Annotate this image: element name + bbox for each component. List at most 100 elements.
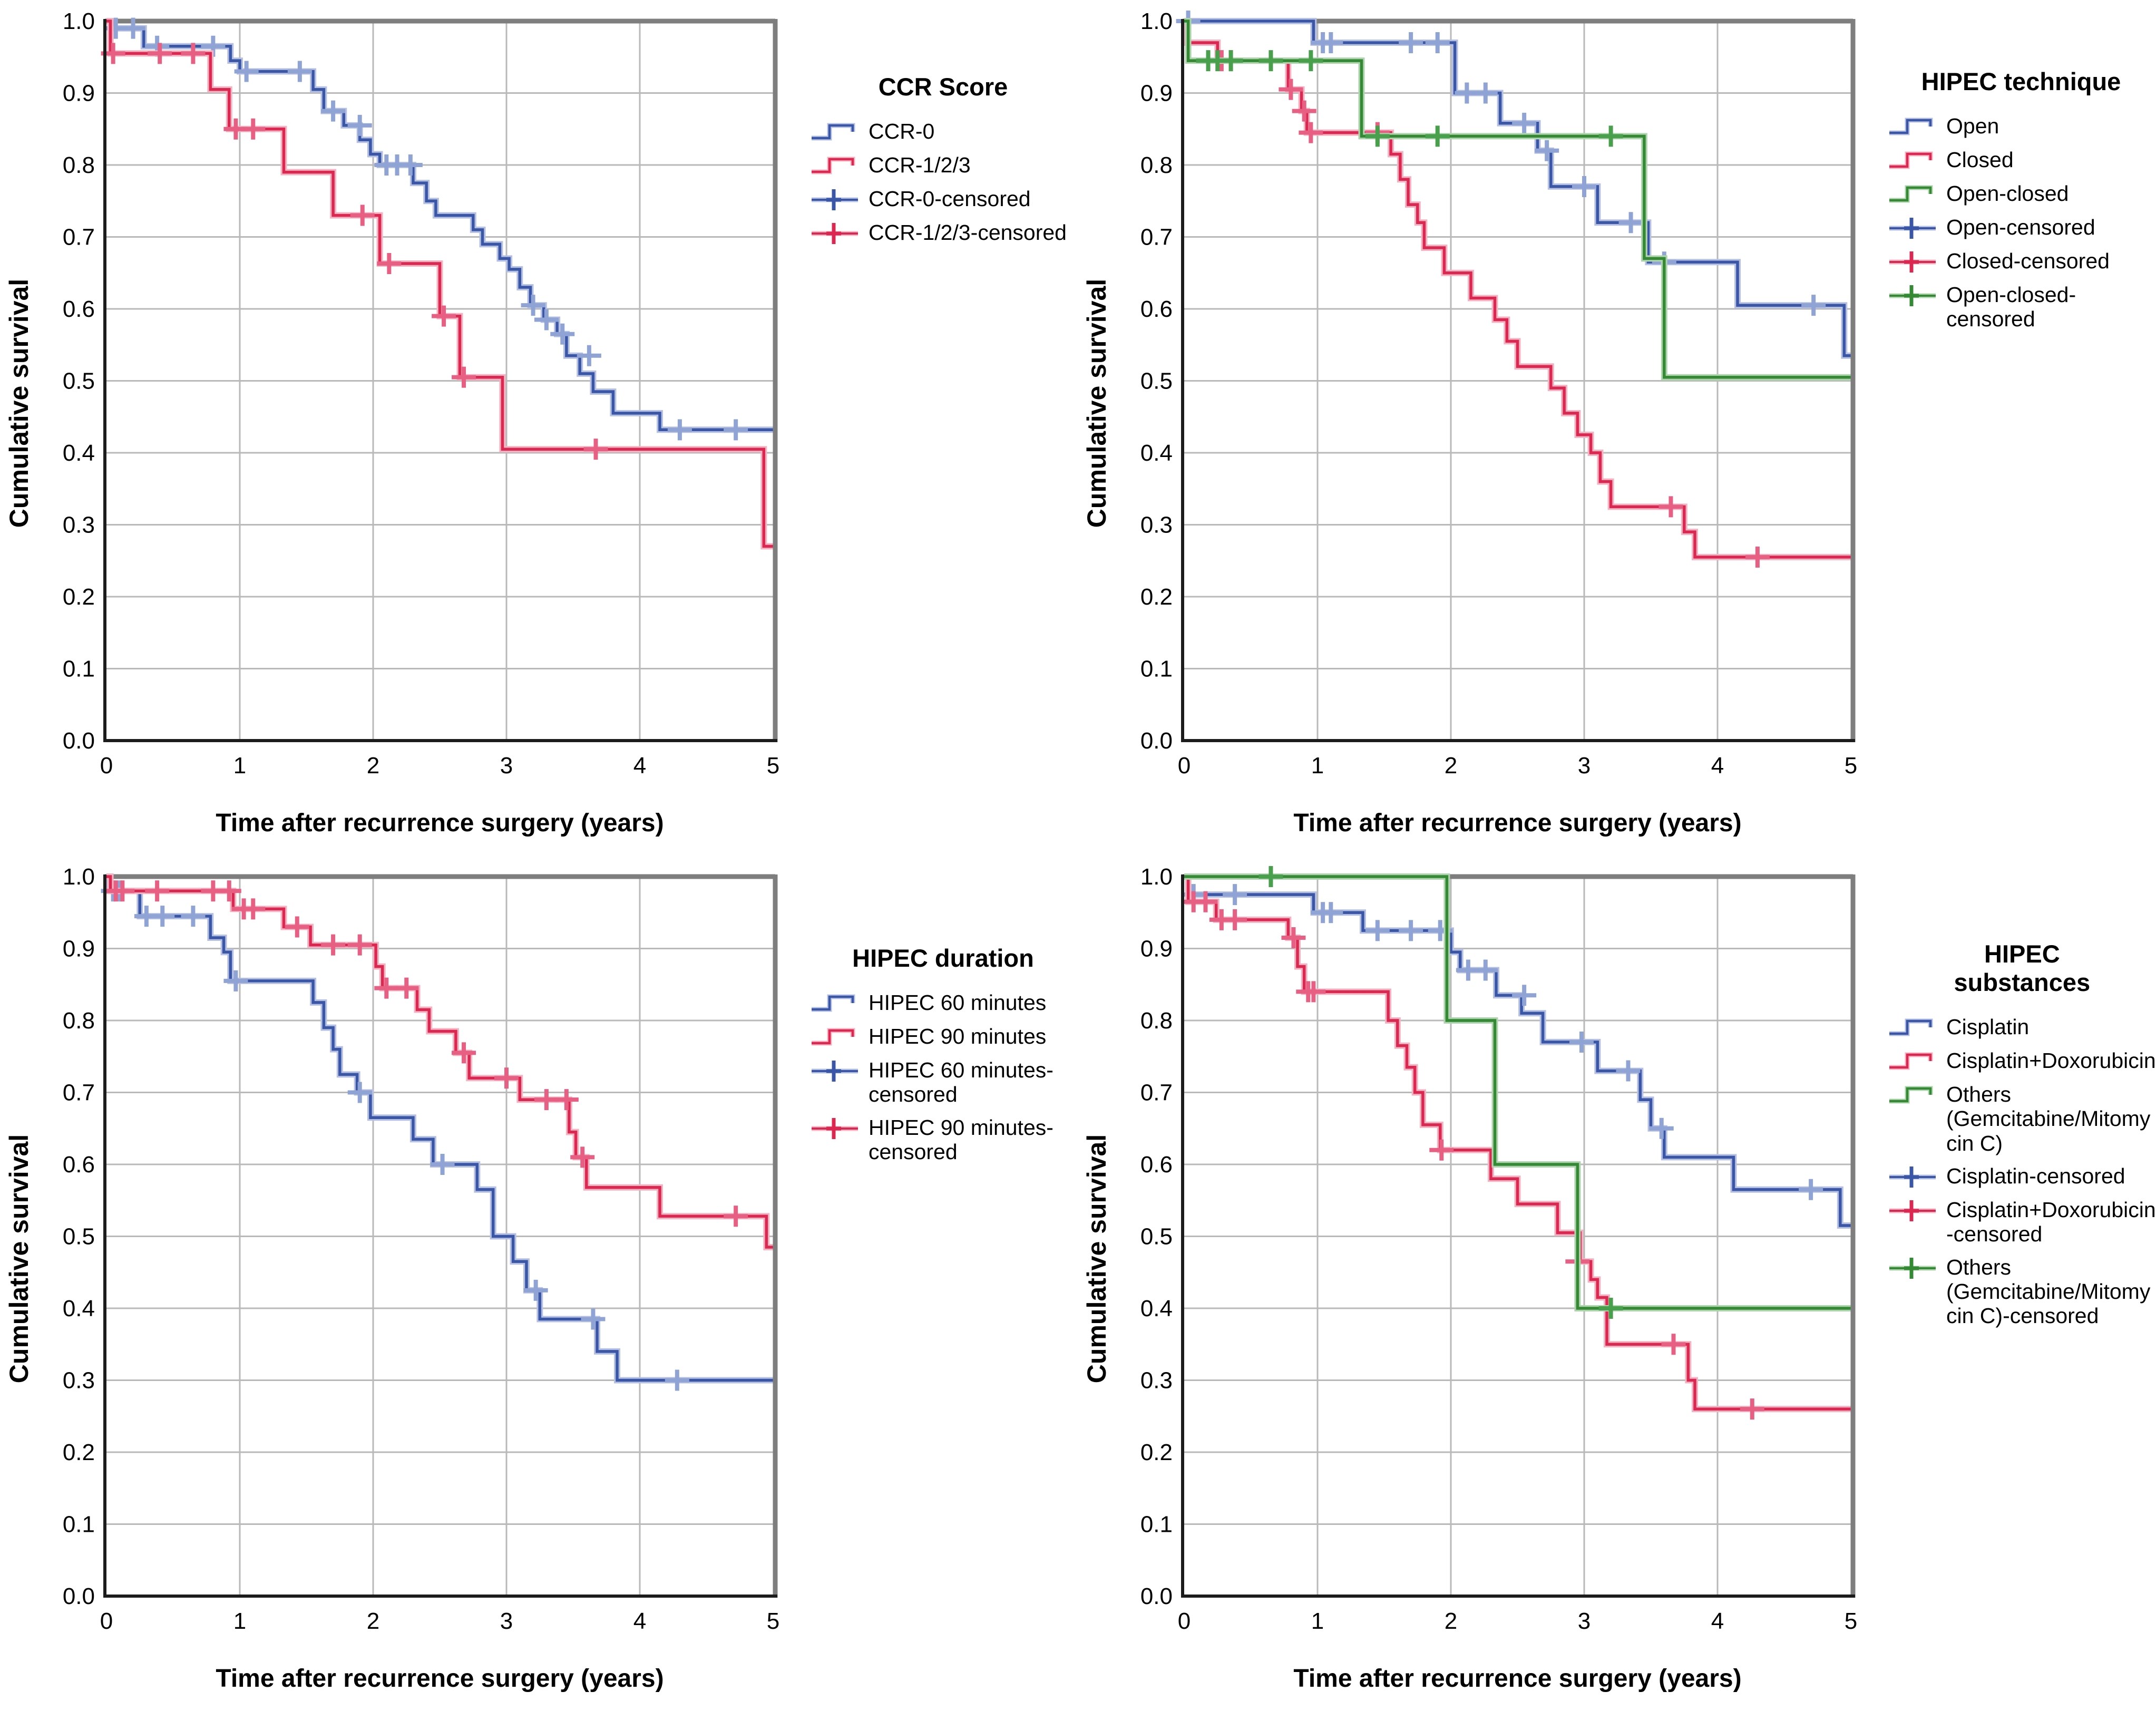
legend-entry-label: Open-censored — [1946, 215, 2095, 240]
y-tick-label: 0.5 — [63, 368, 95, 394]
x-tick-labels: 0 1 2 3 4 5 — [1178, 1608, 1857, 1634]
x-tick-label: 1 — [233, 753, 246, 779]
plot-background — [1116, 5, 1875, 801]
x-tick-label: 2 — [367, 753, 379, 779]
y-tick-label: 0.6 — [1140, 296, 1173, 322]
x-tick-label: 5 — [1845, 753, 1857, 779]
y-tick-label: 0.2 — [63, 1440, 95, 1465]
legend-entry-label: HIPEC 90 minutes- censored — [869, 1115, 1053, 1164]
legend-censored-glyph-icon — [812, 189, 858, 211]
y-tick-label: 0.6 — [1140, 1152, 1173, 1178]
legend-entry: HIPEC 90 minutes- censored — [811, 1115, 1076, 1164]
legend-entry: Open-closed- censored — [1888, 283, 2154, 332]
legend-entry-label: Closed — [1946, 148, 2014, 172]
survival-plot-ccr-score: 0.0 0.1 0.2 0.3 0.4 0.5 0.6 0.7 0.8 0.9 1.0 0 1 2 3 4 5 — [38, 5, 797, 801]
glyph-line — [1889, 186, 1932, 202]
x-tick-label: 0 — [1178, 753, 1191, 779]
legend-step-glyph-icon — [1889, 1018, 1933, 1036]
Closed-curve — [1184, 20, 1851, 559]
x-tick-label: 4 — [1711, 753, 1724, 779]
legend-entry-label: Cisplatin — [1946, 1015, 2030, 1039]
legend-censored-glyph-icon — [1889, 1257, 1936, 1279]
legend-entry: Cisplatin — [1888, 1015, 2156, 1040]
x-tick-labels: 0 1 2 3 4 5 — [100, 753, 779, 779]
legend-entry: Cisplatin+Doxorubicin — [1888, 1048, 2156, 1074]
legend-step-glyph-icon — [812, 994, 855, 1012]
legend-entry: HIPEC 90 minutes — [811, 1024, 1076, 1049]
legend-entry: HIPEC 60 minutes — [811, 990, 1076, 1016]
y-tick-labels: 0.0 0.1 0.2 0.3 0.4 0.5 0.6 0.7 0.8 0.9 1.0 — [63, 8, 95, 754]
x-tick-label: 0 — [100, 1608, 113, 1634]
x-tick-label: 1 — [233, 1608, 246, 1634]
y-tick-label: 0.0 — [1140, 728, 1173, 754]
legend-title: HIPEC duration — [852, 944, 1034, 972]
y-tick-label: 0.4 — [63, 1296, 95, 1321]
y-tick-label: 0.8 — [63, 1008, 95, 1034]
x-tick-label: 4 — [633, 1608, 646, 1634]
survival-plot-hipec-duration: 0.0 0.1 0.2 0.3 0.4 0.5 0.6 0.7 0.8 0.9 1.0 0 1 2 3 4 5 — [38, 861, 797, 1657]
y-tick-label: 0.7 — [1140, 1080, 1173, 1106]
legend-hipec-technique: HIPEC technique Open Closed Open-closed Ope… — [1875, 5, 2156, 332]
glyph-line — [812, 1029, 854, 1045]
CCR-1/2/3-censor-marks — [101, 43, 608, 460]
y-tick-labels: 0.0 0.1 0.2 0.3 0.4 0.5 0.6 0.7 0.8 0.9 1.0 — [63, 864, 95, 1609]
y-tick-label: 1.0 — [63, 8, 95, 34]
glyph-line — [1889, 1087, 1932, 1103]
x-tick-label: 3 — [500, 753, 513, 779]
legend-entry: CCR-1/2/3 — [811, 153, 1076, 178]
y-tick-label: 0.9 — [63, 936, 95, 962]
legend-censored-glyph-icon — [812, 1061, 858, 1082]
y-axis-title: Cumulative survival — [4, 1134, 34, 1384]
grid-lines — [1184, 21, 1851, 741]
panel-hipec-duration: Cumulative survival 0.0 0.1 0.2 0.3 0.4 0.5 0.… — [0, 856, 1078, 1711]
legend-entry-label: HIPEC 60 minutes- censored — [869, 1058, 1053, 1107]
glyph-halo — [812, 994, 855, 1012]
y-tick-label: 0.5 — [1140, 1224, 1173, 1250]
legend-entries: HIPEC 60 minutes HIPEC 90 minutes HIPEC 60… — [811, 990, 1076, 1164]
legend-censored-glyph-icon — [1889, 251, 1936, 273]
legend-entries: Cisplatin Cisplatin+Doxorubicin Others (Ge… — [1888, 1015, 2156, 1328]
legend-censored-glyph-icon — [1889, 1166, 1936, 1188]
legend-entry: CCR-1/2/3-censored — [811, 220, 1076, 246]
plot-row: Cumulative survival 0.0 0.1 0.2 0.3 0.4 0.5 0.… — [0, 861, 1078, 1657]
HIPEC 90 minutes-censor-marks — [103, 880, 748, 1227]
panel-hipec-substances: Cumulative survival 0.0 0.1 0.2 0.3 0.4 0.5 0.… — [1078, 856, 2156, 1711]
plot-background — [38, 861, 797, 1657]
y-tick-label: 0.8 — [63, 152, 95, 178]
legend-censored-glyph-icon — [1889, 285, 1936, 307]
glyph-line — [1889, 1019, 1932, 1035]
legend-entry-label: HIPEC 60 minutes — [869, 990, 1047, 1015]
grid-lines — [106, 877, 773, 1596]
legend-censored-glyph-icon — [812, 223, 858, 245]
y-tick-label: 0.4 — [63, 440, 95, 466]
legend-entries: Open Closed Open-closed Open-censored Closed… — [1888, 114, 2154, 332]
glyph-halo — [812, 157, 855, 174]
x-tick-label: 4 — [1711, 1608, 1724, 1634]
HIPEC 90 minutes-curve — [106, 875, 773, 1249]
legend-censored-glyph-icon — [1889, 1200, 1936, 1222]
x-axis-title: Time after recurrence surgery (years) — [1293, 809, 1742, 837]
y-tick-label: 1.0 — [63, 864, 95, 890]
legend-entry-label: Others (Gemcitabine/Mitomy cin C)-censor… — [1946, 1255, 2151, 1328]
plot-row: Cumulative survival 0.0 0.1 0.2 0.3 0.4 0.5 0.… — [1078, 5, 2156, 801]
legend-entry-label: Open-closed- censored — [1946, 283, 2076, 332]
x-tick-label: 2 — [1445, 1608, 1457, 1634]
x-tick-label: 5 — [767, 1608, 779, 1634]
legend-step-glyph-icon — [1889, 151, 1933, 169]
x-axis-title: Time after recurrence surgery (years) — [1293, 1665, 1742, 1693]
legend-entry: HIPEC 60 minutes- censored — [811, 1058, 1076, 1107]
x-tick-label: 3 — [1578, 753, 1591, 779]
y-tick-label: 0.0 — [63, 728, 95, 754]
x-tick-label: 4 — [633, 753, 646, 779]
legend-hipec-duration: HIPEC duration HIPEC 60 minutes HIPEC 90 … — [797, 861, 1078, 1164]
legend-entry-label: Cisplatin-censored — [1946, 1164, 2125, 1189]
y-tick-label: 0.5 — [1140, 368, 1173, 394]
legend-censored-glyph-icon — [1889, 218, 1936, 239]
legend-entry-label: Others (Gemcitabine/Mitomy cin C) — [1946, 1082, 2151, 1155]
y-tick-label: 0.3 — [63, 512, 95, 538]
y-tick-label: 0.2 — [1140, 1440, 1173, 1465]
legend-entry: Open-censored — [1888, 215, 2154, 240]
y-tick-label: 0.6 — [63, 296, 95, 322]
y-tick-label: 0.8 — [1140, 152, 1173, 178]
